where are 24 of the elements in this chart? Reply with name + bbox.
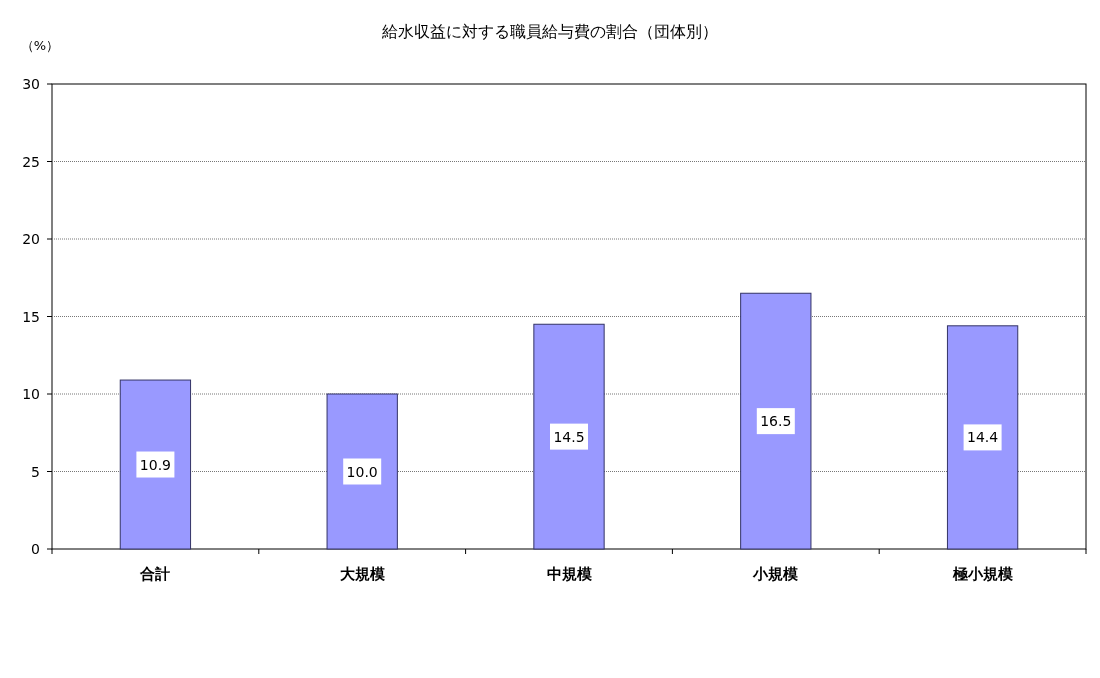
data-label: 16.5 xyxy=(760,413,792,430)
bar xyxy=(326,393,398,550)
y-tick-label: 15 xyxy=(22,308,40,325)
chart-title: 給水収益に対する職員給与費の割合（団体別） xyxy=(381,22,718,41)
y-tick-label: 25 xyxy=(22,153,40,170)
data-label: 10.0 xyxy=(346,463,378,480)
y-axis-title: （%） xyxy=(20,38,60,53)
x-tick-label: 大規模 xyxy=(339,565,386,583)
x-tick-label: 極小規模 xyxy=(951,565,1014,583)
data-label: 10.9 xyxy=(139,456,171,473)
x-tick-label: 合計 xyxy=(139,565,171,583)
bar xyxy=(533,323,605,550)
y-tick-label: 5 xyxy=(31,463,40,480)
y-tick-label: 20 xyxy=(22,231,40,247)
bar xyxy=(740,292,812,550)
data-label: 14.4 xyxy=(967,429,999,446)
bar xyxy=(119,379,192,550)
y-tick-label: 30 xyxy=(22,76,40,92)
data-label: 14.5 xyxy=(553,428,585,445)
x-tick-label: 小規模 xyxy=(752,565,800,583)
bar xyxy=(946,325,1019,550)
y-tick-label: 0 xyxy=(31,541,40,557)
y-tick-label: 10 xyxy=(22,386,40,402)
x-tick-label: 中規模 xyxy=(546,565,593,583)
